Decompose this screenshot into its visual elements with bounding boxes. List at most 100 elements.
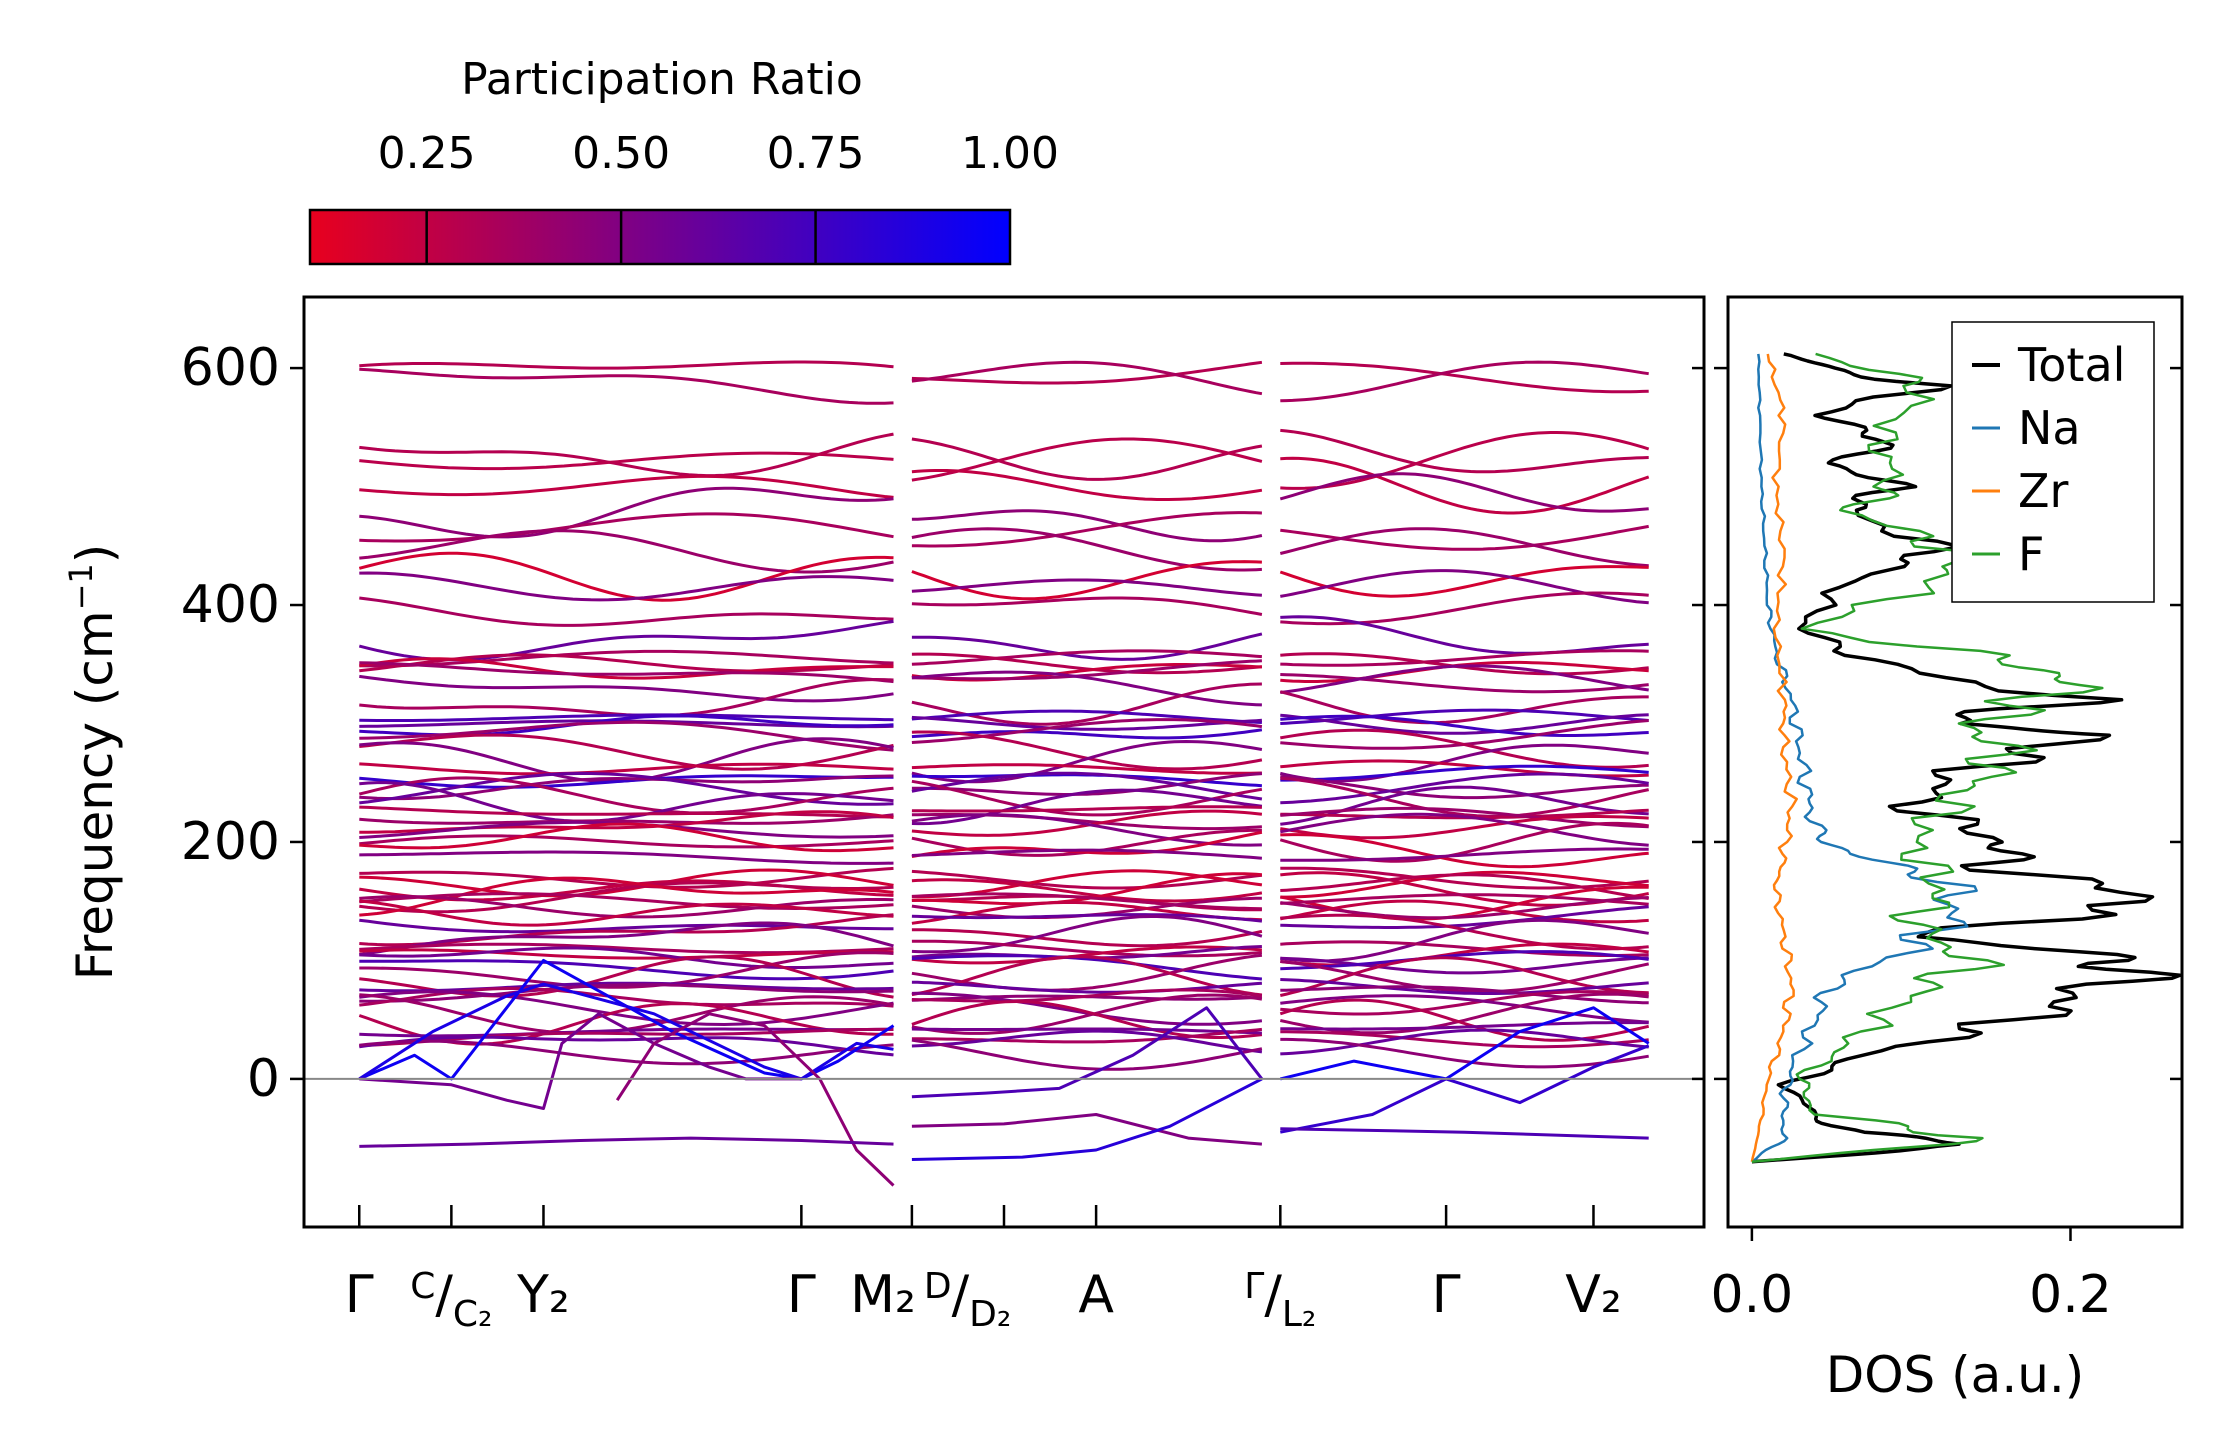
k-point-label: A bbox=[1078, 1265, 1114, 1325]
k-frac-bottom: L₂ bbox=[1282, 1294, 1317, 1335]
acoustic-band bbox=[359, 1136, 894, 1148]
phonon-band bbox=[1280, 806, 1649, 829]
phonon-band bbox=[911, 928, 1263, 948]
phonon-band bbox=[359, 474, 894, 499]
phonon-band bbox=[911, 509, 1263, 543]
dos-lines bbox=[1750, 352, 2182, 1164]
phonon-band bbox=[911, 360, 1263, 396]
k-point-label: C/C₂ bbox=[410, 1265, 492, 1335]
phonon-band bbox=[359, 850, 894, 865]
phonon-band bbox=[359, 774, 894, 801]
k-point-label: V₂ bbox=[1565, 1265, 1621, 1325]
phonon-band bbox=[911, 1029, 1263, 1054]
phonon-band bbox=[911, 955, 1263, 997]
colorbar-tick-label: 1.00 bbox=[961, 128, 1059, 179]
phonon-band bbox=[359, 529, 894, 574]
phonon-band bbox=[911, 578, 1263, 597]
phonon-band bbox=[359, 948, 894, 960]
acoustic-band bbox=[911, 1113, 1263, 1146]
phonon-band bbox=[1280, 905, 1649, 929]
colorbar-tick-label: 0.50 bbox=[572, 128, 670, 179]
phonon-band bbox=[1280, 361, 1649, 394]
phonon-band bbox=[911, 1027, 1263, 1044]
phonon-band bbox=[911, 1038, 1263, 1071]
phonon-band bbox=[1280, 978, 1649, 995]
phonon-band bbox=[1280, 918, 1649, 963]
phonon-band bbox=[911, 779, 1263, 817]
dos-x-tick-label: 0.2 bbox=[2029, 1265, 2112, 1325]
colorbar-tick-label: 0.25 bbox=[378, 128, 476, 179]
phonon-band bbox=[911, 993, 1263, 1035]
phonon-band bbox=[1279, 565, 1649, 598]
phonon-band bbox=[1280, 833, 1649, 869]
phonon-band bbox=[359, 451, 894, 471]
ylabel-post: ) bbox=[66, 544, 124, 564]
colorbar-gradient bbox=[308, 208, 1012, 266]
phonon-band bbox=[911, 939, 1263, 958]
band-y-axis: 0 200 400 600 bbox=[181, 338, 1704, 1109]
acoustic-band bbox=[1279, 1006, 1650, 1081]
legend-label: Total bbox=[2017, 338, 2125, 392]
phonon-band bbox=[358, 776, 894, 815]
phonon-band bbox=[359, 713, 894, 722]
phonon-band bbox=[911, 763, 1262, 775]
acoustic-band bbox=[911, 1077, 1263, 1161]
phonon-band bbox=[1280, 940, 1649, 957]
phonon-band bbox=[359, 822, 894, 853]
phonon-band bbox=[359, 774, 894, 789]
phonon-band bbox=[911, 649, 1263, 666]
dos-curve-na bbox=[1751, 353, 1978, 1163]
phonon-band bbox=[911, 788, 1263, 826]
k-frac-slash: / bbox=[1264, 1265, 1282, 1325]
phonon-band bbox=[1279, 472, 1649, 513]
phonon-band bbox=[1280, 893, 1649, 906]
phonon-band bbox=[359, 596, 894, 627]
k-point-label: D/D₂ bbox=[924, 1265, 1011, 1335]
phonon-band bbox=[1280, 1030, 1649, 1049]
phonon-band bbox=[911, 878, 1263, 903]
y-tick-label: 600 bbox=[181, 338, 280, 398]
phonon-band bbox=[911, 1027, 1262, 1035]
band-y-axis-label: Frequency (cm−1) bbox=[62, 544, 124, 981]
phonon-band bbox=[911, 988, 1263, 1003]
phonon-band bbox=[911, 632, 1263, 661]
k-point-label: M₂ bbox=[850, 1265, 916, 1325]
phonon-band bbox=[911, 718, 1263, 744]
acoustic-band bbox=[615, 1012, 895, 1187]
phonon-band bbox=[1280, 428, 1649, 474]
phonon-band bbox=[911, 596, 1263, 616]
acoustic-band bbox=[1280, 1044, 1650, 1134]
phonon-band bbox=[1280, 1021, 1649, 1031]
phonon-band bbox=[359, 921, 894, 957]
k-frac-bottom: D₂ bbox=[969, 1294, 1011, 1335]
phonon-band bbox=[1280, 994, 1649, 1024]
phonon-band bbox=[1280, 1028, 1649, 1056]
phonon-band bbox=[359, 805, 894, 819]
phonon-band bbox=[911, 527, 1262, 572]
phonon-band bbox=[359, 1035, 894, 1057]
phonon-band bbox=[911, 772, 1263, 796]
phonon-band bbox=[1279, 743, 1649, 783]
phonon-band bbox=[911, 953, 1263, 992]
dos-panel: 0.0 0.2 DOS (a.u.) Total Na Zr F bbox=[1711, 295, 2184, 1404]
phonon-band bbox=[1280, 649, 1649, 667]
dos-axes: 0.0 0.2 bbox=[1711, 366, 2182, 1325]
legend-items: Total Na Zr F bbox=[1972, 338, 2125, 581]
dos-curve-f bbox=[1751, 352, 2104, 1164]
phonon-band bbox=[1280, 714, 1649, 737]
phonon-band bbox=[911, 728, 1263, 740]
k-point-label: Γ bbox=[345, 1265, 374, 1325]
band-lines bbox=[358, 360, 1650, 1187]
phonon-band bbox=[911, 999, 1263, 1039]
phonon-band bbox=[359, 432, 894, 478]
phonon-band bbox=[359, 899, 894, 927]
phonon-band bbox=[1280, 873, 1649, 900]
k-frac-top: C bbox=[410, 1266, 435, 1307]
phonon-band bbox=[1280, 959, 1650, 994]
phonon-band bbox=[1280, 956, 1649, 975]
phonon-band bbox=[359, 881, 894, 914]
k-frac-slash: / bbox=[952, 1265, 970, 1325]
y-tick-label: 400 bbox=[181, 575, 280, 635]
phonon-band bbox=[1280, 615, 1649, 655]
phonon-band bbox=[359, 983, 894, 1003]
